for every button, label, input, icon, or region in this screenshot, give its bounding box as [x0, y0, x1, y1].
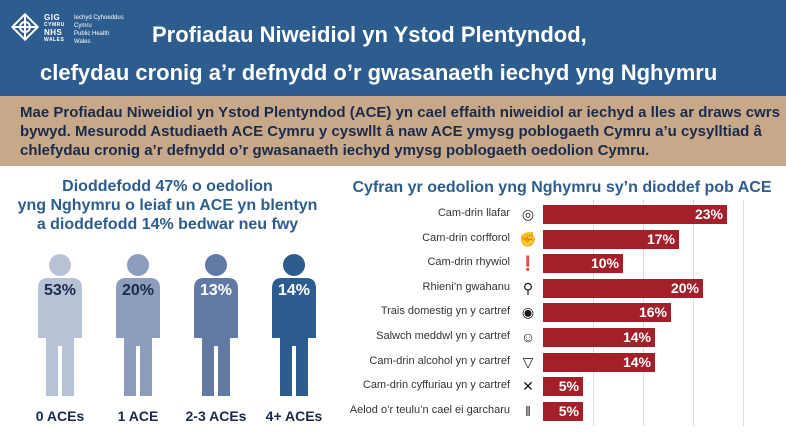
- bar-category-label: Rhieni’n gwahanu: [422, 280, 510, 293]
- bar: 16%: [543, 303, 671, 323]
- person-category-label: 0 ACEs: [35, 408, 85, 424]
- intro-text: Mae Profiadau Niweidiol yn Ystod Plentyn…: [20, 104, 780, 159]
- bar-chart-gridline: [743, 200, 744, 426]
- syringe-icon: ✕: [522, 378, 534, 395]
- bar-value-label: 16%: [638, 304, 667, 321]
- bar-category-label: Cam-drin cyffuriau yn y cartref: [362, 379, 510, 392]
- bar: 14%: [543, 328, 655, 347]
- ace-count-title: Dioddefodd 47% o oedolion yng Nghymru o …: [17, 178, 318, 233]
- person-percentage: 14%: [277, 282, 311, 299]
- person-icon: [272, 254, 316, 396]
- person-percentage: 53%: [43, 282, 77, 299]
- bar-category-label: Cam-drin corfforol: [422, 231, 510, 244]
- bar-category-label: Cam-drin llafar: [437, 207, 510, 219]
- parents-icon: ⚲: [522, 279, 534, 296]
- person-percentage: 13%: [199, 282, 233, 299]
- header-banner: GIG CYMRU NHS WALES Iechyd Cyhoeddus Cym…: [0, 0, 786, 96]
- fist-icon: ✊: [519, 230, 537, 247]
- logo-nhs-text: GIG CYMRU NHS WALES: [44, 13, 65, 43]
- bar: 5%: [543, 377, 583, 397]
- bar-category-label: Aelod o’r teulu’n cael ei garcharu: [349, 403, 510, 416]
- target-icon: ◎: [521, 206, 535, 222]
- person-category-label: 1 ACE: [117, 408, 159, 424]
- cocktail-icon: ▽: [522, 353, 534, 370]
- exclamation-icon: ❗: [519, 255, 537, 272]
- bar: 20%: [543, 278, 703, 298]
- bar: 5%: [543, 401, 583, 421]
- person-category-label: 4+ ACEs: [265, 408, 323, 424]
- bar-chart-gridline: [693, 200, 694, 426]
- bar: 10%: [543, 254, 623, 274]
- bar-value-label: 5%: [558, 402, 579, 419]
- person-icon: [194, 254, 238, 396]
- intro-panel: Mae Profiadau Niweidiol yn Ystod Plentyn…: [0, 96, 786, 166]
- logo-org-text: Iechyd Cyhoeddus Cymru Public Health Wal…: [74, 15, 124, 45]
- bar-value-label: 10%: [590, 255, 619, 272]
- bar-category-label: Cam-drin alcohol yn y cartref: [369, 354, 510, 367]
- bar-category-label: Salwch meddwl yn y cartref: [376, 330, 510, 342]
- page-title-line-2: clefydau cronig a’r defnydd o’r gwasanae…: [40, 60, 718, 85]
- bar-value-label: 14%: [622, 329, 651, 345]
- bar-value-label: 14%: [622, 353, 651, 370]
- celtic-knot-icon: [10, 12, 40, 42]
- ace-type-chart-title: Cyfran yr oedolion yng Nghymru sy’n diod…: [352, 179, 772, 196]
- phw-logo: GIG CYMRU NHS WALES Iechyd Cyhoeddus Cym…: [10, 12, 140, 52]
- person-figure-3: 14%: [264, 254, 324, 396]
- bar-value-label: 20%: [670, 279, 699, 296]
- person-figure-1: 20%: [108, 254, 168, 396]
- bar-category-label: Cam-drin rhywiol: [427, 256, 510, 269]
- person-icon: [38, 254, 82, 396]
- bar-category-label: Trais domestig yn y cartref: [380, 305, 510, 318]
- person-percentage: 20%: [121, 282, 155, 299]
- head-icon: ☺: [520, 329, 536, 345]
- person-figure-2: 13%: [186, 254, 246, 396]
- prison-bars-icon: ‖: [525, 402, 531, 419]
- person-icon: [116, 254, 160, 396]
- bar: 17%: [543, 229, 679, 249]
- bar-value-label: 17%: [646, 230, 675, 247]
- person-category-label: 2-3 ACEs: [185, 408, 247, 424]
- bar: 14%: [543, 352, 655, 372]
- bar-value-label: 23%: [694, 206, 723, 222]
- bar: 23%: [543, 205, 727, 224]
- person-figure-0: 53%: [30, 254, 90, 396]
- bar-value-label: 5%: [558, 378, 579, 395]
- eye-icon: ◉: [521, 304, 535, 321]
- page-title-line-1: Profiadau Niweidiol yn Ystod Plentyndod,: [152, 22, 587, 47]
